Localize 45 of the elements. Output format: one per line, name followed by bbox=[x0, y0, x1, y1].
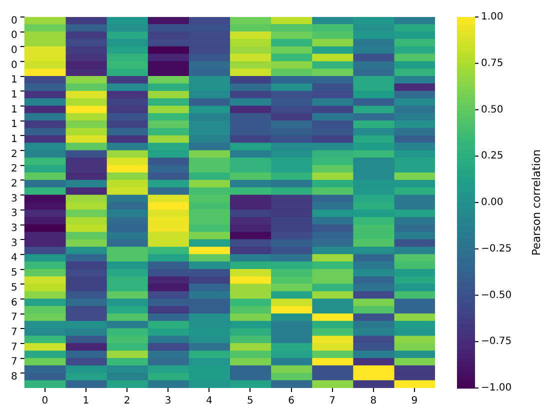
color-bar-label: −0.50 bbox=[481, 290, 512, 301]
y-tick-label: 5 bbox=[10, 268, 18, 279]
y-tick-label: 1 bbox=[10, 134, 18, 146]
y-tick-label: 3 bbox=[10, 223, 18, 234]
y-tick-label: 3 bbox=[10, 193, 18, 204]
y-tick-label: 7 bbox=[10, 326, 18, 338]
y-tick-label: 3 bbox=[10, 208, 18, 220]
y-tick-label: 2 bbox=[10, 164, 18, 175]
color-bar-title: Pearson correlation bbox=[530, 149, 543, 256]
y-tick-label: 0 bbox=[10, 15, 18, 26]
x-tick-label: 2 bbox=[124, 396, 130, 407]
y-tick-label: 1 bbox=[10, 74, 18, 86]
x-tick-label: 4 bbox=[206, 396, 212, 407]
y-tick-label: 7 bbox=[10, 342, 18, 353]
x-tick-label: 9 bbox=[411, 396, 418, 407]
y-tick-label: 7 bbox=[10, 312, 18, 324]
color-bar-label: 0.25 bbox=[481, 150, 504, 162]
color-bar-label: 1.00 bbox=[481, 12, 504, 23]
y-tick-label: 2 bbox=[10, 148, 18, 160]
color-bar-label: 0.00 bbox=[481, 197, 504, 208]
y-tick-label: 1 bbox=[10, 90, 18, 101]
x-tick-label: 0 bbox=[42, 396, 48, 407]
y-tick-label: 1 bbox=[10, 119, 18, 130]
y-tick-label: 0 bbox=[10, 30, 18, 42]
y-tick-label: 0 bbox=[10, 60, 18, 71]
y-tick-label: 1 bbox=[10, 104, 18, 116]
x-tick-label: 1 bbox=[82, 396, 90, 407]
y-tick-label: 7 bbox=[10, 356, 18, 368]
y-tick-label: 0 bbox=[10, 44, 18, 56]
y-tick-label: 6 bbox=[10, 297, 18, 308]
x-tick-label: 7 bbox=[329, 396, 336, 407]
x-tick-label: 6 bbox=[288, 396, 294, 407]
x-tick-label: 8 bbox=[370, 396, 377, 407]
x-tick-label: 5 bbox=[247, 396, 254, 407]
color-bar-label: −0.75 bbox=[481, 336, 512, 348]
y-tick-label: 5 bbox=[10, 282, 18, 294]
color-bar-label: −1.00 bbox=[481, 382, 512, 394]
color-bar-label: 0.75 bbox=[481, 58, 504, 69]
x-tick-label: 3 bbox=[164, 396, 172, 407]
y-tick-label: 4 bbox=[10, 252, 18, 264]
y-tick-label: 8 bbox=[10, 371, 18, 382]
color-bar-label: 0.50 bbox=[481, 104, 504, 116]
color-bar-label: −0.25 bbox=[481, 243, 512, 254]
y-tick-label: 3 bbox=[10, 238, 18, 249]
y-tick-label: 2 bbox=[10, 178, 18, 190]
